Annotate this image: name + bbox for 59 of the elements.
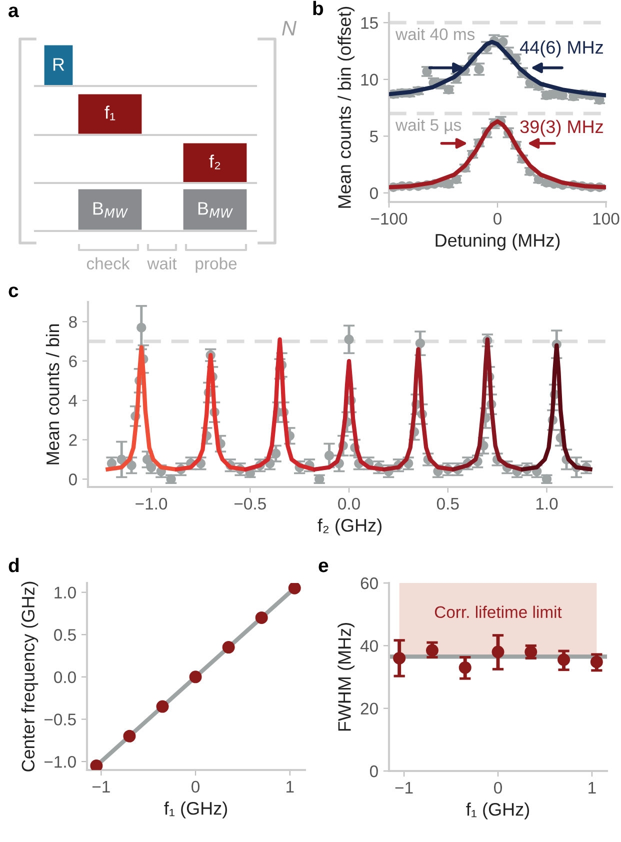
y-tick-label: 15 [361,17,378,29]
y-tick-label: 5 [370,130,378,142]
y-tick-label: 0 [370,187,378,200]
y-axis-title: Center frequency (GHz) [21,582,38,772]
y-tick-label: 60 [360,577,378,590]
y-axis-title: FWHM (MHz) [338,622,354,731]
x-tick-label: −1 [395,782,413,794]
x-axis-title: Detuning (MHz) [436,234,560,250]
y-tick-label: 2 [69,434,77,446]
y-tick-label: 8 [69,316,77,328]
x-axis-title: f₁ (GHz) [466,802,530,820]
y-tick-label: 40 [360,640,378,652]
y-tick-label: 1.0 [54,586,76,599]
x-tick-label: 100 [593,212,620,225]
chart-title: e [318,562,328,572]
annotation: 39(3) MHz [520,120,603,137]
text: probe [196,257,237,273]
x-tick-label: −1.0 [136,498,168,510]
y-tick-label: 6 [69,355,77,368]
x-tick-label: 1 [286,781,294,792]
y-tick-label: 0.5 [54,629,76,641]
annotation: 44(6) MHz [520,40,603,58]
x-tick-label: −1 [92,781,110,792]
x-tick-label: −0.5 [234,498,266,510]
text: N [282,21,297,36]
text: f₁ [104,106,116,120]
text: B$_{MW}$ [93,202,128,218]
x-tick-label: 0.0 [338,498,360,510]
text: R [53,58,64,71]
x-tick-label: 0 [494,782,502,794]
x-tick-label: 1.0 [536,498,558,510]
y-tick-label: 20 [360,702,378,715]
y-tick-label: 4 [68,394,78,406]
y-tick-label: 0.0 [54,671,76,684]
annotation: wait 5 µs [395,118,462,134]
band-label: Corr. lifetime limit [434,606,562,618]
text: a [8,6,19,18]
x-axis-title: f₂ (GHz) [318,518,382,536]
text: check [86,257,130,270]
text: B$_{MW}$ [198,202,233,218]
y-axis-title: Mean counts / bin (offset) [338,6,354,208]
chart-title: d [8,558,19,572]
x-axis-title: f₁ (GHz) [164,802,228,818]
x-tick-label: 1 [588,782,596,794]
text: f₂ [209,154,220,170]
x-tick-label: 0 [192,780,200,793]
x-tick-label: 0 [494,212,502,225]
annotation: wait 40 ms [395,28,475,40]
y-tick-label: 0 [68,474,77,486]
chart-title: c [8,286,18,298]
y-tick-label: 10 [361,74,378,86]
x-tick-label: 0.5 [436,498,459,510]
chart-title: b [313,0,324,16]
text: wait [147,257,177,270]
y-tick-label: 0 [370,765,378,778]
y-tick-label: −1.0 [44,756,76,768]
y-tick-label: −0.5 [44,714,76,726]
x-tick-label: −100 [371,212,408,225]
y-axis-title: Mean counts / bin [46,324,60,464]
